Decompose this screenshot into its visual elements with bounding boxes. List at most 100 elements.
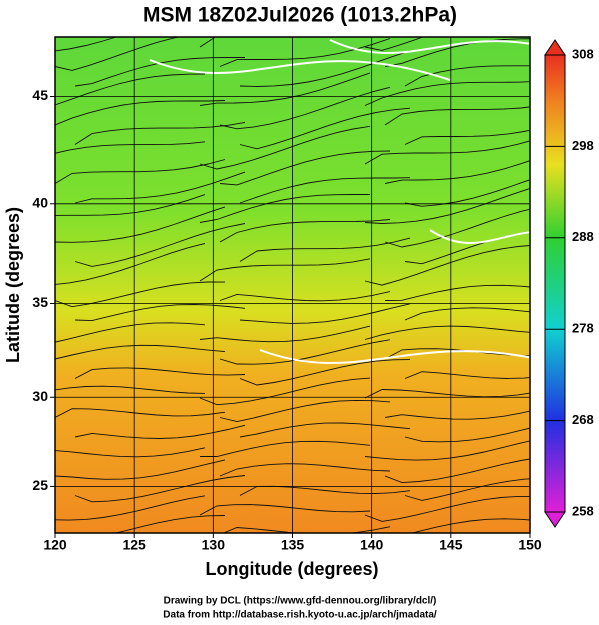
x-tick-label: 125 — [122, 537, 146, 553]
streamline — [219, 339, 391, 365]
colorbar-extend-top — [544, 39, 566, 56]
streamline — [55, 242, 206, 285]
streamline — [55, 37, 181, 71]
streamline — [364, 440, 530, 461]
streamline — [239, 50, 411, 87]
streamline — [55, 447, 206, 458]
streamline — [219, 38, 391, 67]
streamline — [55, 37, 118, 52]
credit-line: Data from http://database.rish.kyoto-u.a… — [163, 610, 437, 621]
streamline — [219, 399, 391, 423]
streamline — [74, 367, 246, 379]
x-tick-label: 130 — [202, 537, 226, 553]
streamline — [55, 141, 206, 154]
map-title: MSM 18Z02Jul2026 (1013.2hPa) — [143, 4, 457, 27]
y-tick-label: 30 — [32, 388, 48, 404]
streamline — [199, 504, 371, 516]
streamline — [364, 188, 530, 224]
streamline — [200, 440, 371, 457]
streamline — [364, 81, 530, 106]
streamline — [384, 106, 530, 126]
streamline — [239, 237, 411, 262]
streamline — [384, 284, 530, 301]
streamline — [55, 322, 206, 343]
x-tick-label: 135 — [281, 537, 305, 553]
streamline — [55, 495, 206, 521]
streamline — [199, 125, 371, 170]
y-tick-label: 45 — [32, 87, 48, 103]
streamline — [404, 307, 530, 321]
colorbar-tick-label: 298 — [572, 138, 594, 153]
streamline — [74, 304, 246, 322]
streamline — [219, 86, 391, 130]
streamline — [364, 140, 530, 165]
colorbar-tick-label: 288 — [572, 229, 594, 244]
streamline — [55, 408, 226, 418]
credit-line: Drawing by DCL (https://www.gfd-dennou.o… — [164, 596, 437, 607]
streamline — [239, 177, 411, 204]
streamline — [55, 459, 226, 480]
streamline — [239, 422, 411, 438]
streamline — [199, 72, 371, 106]
streamline — [404, 478, 530, 501]
streamline — [219, 150, 391, 186]
streamline — [219, 291, 391, 302]
streamline — [74, 171, 246, 204]
streamline — [74, 223, 246, 267]
colorbar — [544, 54, 566, 513]
streamline — [404, 129, 530, 145]
streamline — [384, 160, 530, 184]
streamline — [239, 107, 411, 150]
streamline — [55, 73, 206, 106]
streamline — [74, 475, 246, 503]
streamline — [364, 389, 530, 399]
isotherm — [259, 349, 530, 364]
isotherm — [149, 59, 451, 81]
streamline — [404, 65, 530, 87]
streamline — [239, 303, 411, 324]
streamline — [364, 325, 530, 340]
streamline — [404, 371, 530, 379]
isotherm — [329, 39, 530, 54]
colorbar-tick-label: 278 — [572, 321, 594, 336]
colorbar-extend-bottom — [544, 511, 566, 528]
streamline — [55, 206, 226, 243]
streamline — [384, 208, 530, 248]
y-tick-label: 35 — [32, 294, 48, 310]
streamlines — [55, 37, 530, 533]
streamline — [74, 121, 246, 145]
streamline — [74, 424, 246, 439]
streamline — [199, 194, 370, 223]
streamline — [364, 495, 530, 522]
x-tick-label: 145 — [439, 537, 463, 553]
streamline — [55, 159, 226, 184]
streamline — [222, 526, 391, 533]
streamline — [219, 463, 391, 477]
colorbar-tick-label: 308 — [572, 46, 594, 61]
streamline — [384, 410, 530, 420]
streamline — [55, 344, 226, 360]
y-tick-label: 25 — [32, 477, 48, 493]
colorbar-tick-label: 258 — [572, 503, 594, 518]
x-tick-label: 140 — [360, 537, 384, 553]
streamline — [239, 359, 411, 386]
streamline — [364, 37, 425, 51]
streamline — [199, 377, 371, 406]
streamline — [384, 458, 530, 484]
streamline — [219, 219, 391, 243]
y-axis-label: Latitude (degrees) — [3, 207, 23, 363]
isotherm — [429, 229, 530, 244]
x-tick-label: 120 — [43, 537, 67, 553]
streamline — [404, 427, 530, 443]
streamline — [55, 100, 226, 126]
streamline — [113, 515, 226, 533]
x-tick-label: 150 — [518, 537, 542, 553]
streamline — [404, 179, 530, 207]
colorbar-tick-label: 268 — [572, 412, 594, 427]
streamline — [199, 325, 371, 343]
streamline — [364, 245, 530, 286]
x-axis-label: Longitude (degrees) — [205, 559, 378, 579]
y-tick-label: 40 — [32, 194, 48, 210]
streamline — [199, 258, 371, 282]
